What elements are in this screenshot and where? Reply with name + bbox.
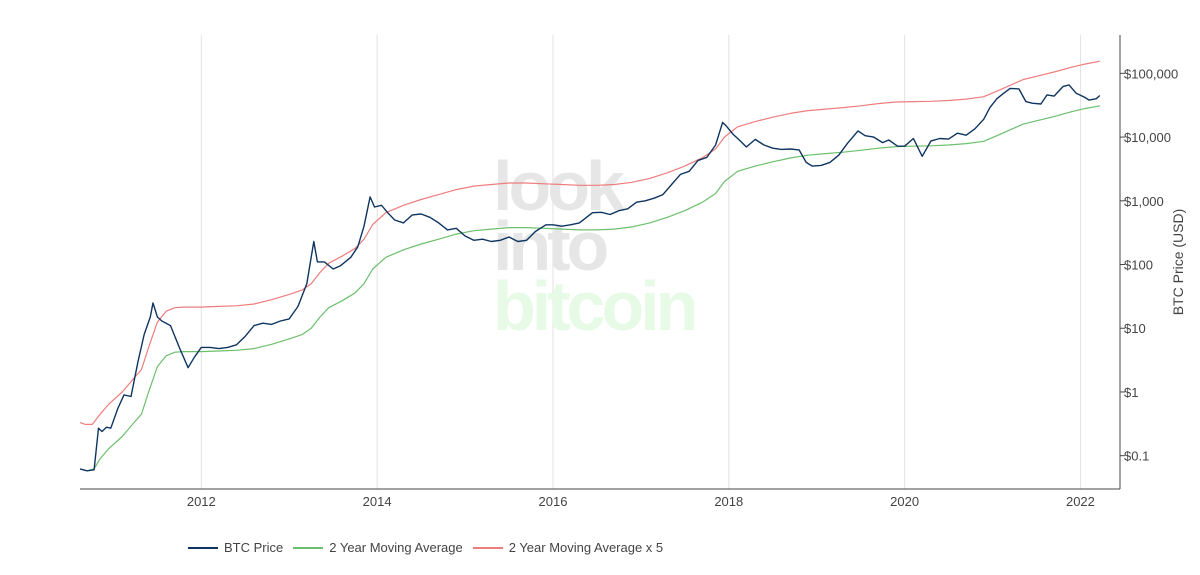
y-tick-label: $100 — [1124, 258, 1153, 273]
legend-item-0[interactable]: BTC Price — [188, 540, 283, 555]
y-tick-label: $100,000 — [1124, 66, 1178, 81]
x-tick-label: 2016 — [539, 494, 568, 509]
legend-swatch — [472, 546, 503, 549]
y-tick-label: $10,000 — [1124, 130, 1171, 145]
x-tick-label: 2022 — [1066, 494, 1095, 509]
legend-swatch — [293, 546, 324, 549]
y-tick-labels: $0.1 $1 $10 $100 $1,000 $10,000 $100,000 — [1124, 66, 1178, 463]
watermark-line3: bitcoin — [493, 267, 695, 345]
x-tick-label: 2014 — [363, 494, 392, 509]
y-tick-label: $10 — [1124, 321, 1146, 336]
y-tick-label: $1 — [1124, 385, 1138, 400]
legend-swatch — [188, 546, 218, 549]
y-axis-title: BTC Price (USD) — [1170, 209, 1186, 316]
legend: BTC Price 2 Year Moving Average 2 Year Mov… — [188, 540, 673, 555]
legend-item-1[interactable]: 2 Year Moving Average — [293, 540, 463, 555]
legend-item-2[interactable]: 2 Year Moving Average x 5 — [472, 540, 664, 555]
series-line-0 — [79, 84, 1101, 472]
watermark-line1: look — [493, 147, 625, 225]
series-line-2 — [79, 60, 1100, 425]
x-tick-labels: 2012 2014 2016 2018 2020 2022 — [187, 494, 1095, 509]
x-gridlines — [200, 35, 1081, 489]
axes — [80, 35, 1125, 490]
x-tick-label: 2018 — [714, 494, 743, 509]
x-tick-label: 2020 — [890, 494, 919, 509]
legend-label: BTC Price — [224, 540, 284, 555]
series-lines — [79, 60, 1101, 472]
legend-label: 2 Year Moving Average — [329, 540, 463, 555]
watermark-line2: into — [493, 207, 608, 285]
y-tick-label: $0.1 — [1124, 449, 1149, 464]
y-tick-label: $1,000 — [1124, 194, 1164, 209]
x-tick-label: 2012 — [187, 494, 216, 509]
watermark: look into bitcoin — [493, 147, 699, 345]
series-line-1 — [86, 105, 1100, 472]
legend-label: 2 Year Moving Average x 5 — [508, 540, 664, 555]
